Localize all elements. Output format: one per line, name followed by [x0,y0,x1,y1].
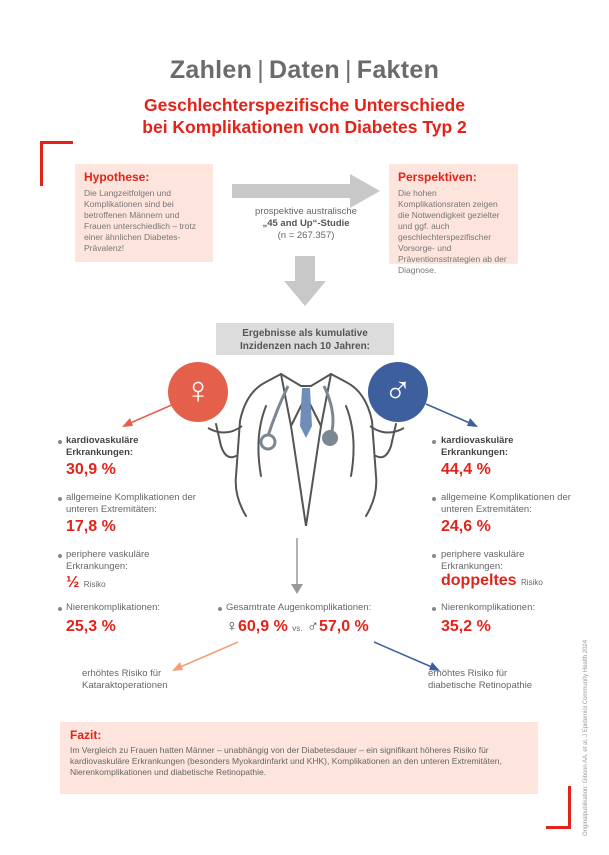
eye-male-symbol-icon: ♂ [306,618,319,635]
female-stat-extremities-label: allgemeine Komplikationen der unteren Ex… [66,492,196,515]
perspectives-title: Perspektiven: [398,170,477,184]
female-stat-extremities-value: 17,8 % [66,518,116,535]
arrow-down-icon [284,256,326,306]
male-stat-vascular-label: periphere vaskuläre Erkrankungen: [441,549,525,572]
female-symbol-circle: ♀ [168,362,228,422]
study-line-1: prospektive australische [255,206,357,217]
female-stat-cardio-value: 30,9 % [66,461,116,478]
results-header-line-2: Inzidenzen nach 10 Jahren: [239,341,371,352]
female-stat-cardio-label: kardiovaskuläre Erkrankungen: [66,435,139,458]
bullet [432,554,436,558]
eye-complications-label: Gesamtrate Augenkomplikationen: [226,602,372,613]
stethoscope-earpiece [259,433,277,451]
male-stat-vascular-value-row: doppeltes Risiko [441,572,543,590]
corner-bracket-bottom-right [546,786,571,829]
hypothesis-text: Die Langzeitfolgen und Komplikationen si… [84,188,196,253]
bullet [58,554,62,558]
study-name: „45 and Up“-Studie [262,218,350,229]
bullet [432,440,436,444]
perspectives-box: Perspektiven: Die hohen Komplikationsrat… [389,164,518,275]
male-stat-vascular-suffix: Risiko [521,578,543,587]
male-symbol-icon: ♂ [383,370,413,412]
female-stat-kidney-label: Nierenkomplikationen: [66,602,160,613]
corner-bracket-top-left [40,141,73,186]
arrow-right-icon [232,174,380,208]
study-sample-size: (n = 267.357) [277,230,335,241]
title-part-fakten: Fakten [356,56,440,84]
bullet [218,607,222,611]
female-stat-kidney-value: 25,3 % [66,618,116,635]
male-stat-vascular-value: doppeltes [441,572,517,589]
male-stat-extremities-value: 24,6 % [441,518,491,535]
female-stat-vascular-suffix: Risiko [83,580,106,589]
bullet [58,607,62,611]
bullet [58,497,62,501]
eye-vs: vs. [292,624,303,633]
bullet [58,440,62,444]
perspectives-text: Die hohen Komplikationsraten zeigen die … [398,188,507,275]
male-symbol-circle: ♂ [368,362,428,422]
page-title: Zahlen | Daten | Fakten [169,56,440,84]
male-stat-kidney-label: Nierenkomplikationen: [441,602,535,613]
female-outcome-arrow-icon [172,641,239,671]
study-description: prospektive australische „45 and Up“-Stu… [238,206,374,242]
hypothesis-box: Hypothese: Die Langzeitfolgen und Kompli… [75,164,213,262]
bullet [432,497,436,501]
female-pointer-arrow-icon [122,403,175,427]
fazit-title: Fazit: [70,728,102,742]
eye-female-value: 60,9 % [238,618,288,635]
tie [300,388,312,438]
male-outcome-arrow-icon [373,641,440,671]
bullet [432,607,436,611]
male-stat-extremities-label: allgemeine Komplikationen der unteren Ex… [441,492,571,515]
results-header-line-1: Ergebnisse als kumulative [242,328,368,339]
male-pointer-arrow-icon [425,403,478,427]
title-part-daten: Daten [269,56,340,84]
male-stat-kidney-value: 35,2 % [441,618,491,635]
hypothesis-title: Hypothese: [84,170,150,184]
doctor-illustration [207,373,405,526]
female-symbol-icon: ♀ [183,370,213,412]
female-stat-vascular-label: periphere vaskuläre Erkrankungen: [66,549,150,572]
title-part-zahlen: Zahlen [169,56,253,84]
female-outcome-text: erhöhtes Risiko für Kataraktoperationen [82,668,168,691]
subtitle-line-1: Geschlechterspezifische Unterschiede [144,95,465,115]
female-stat-vascular-value-row: ½ Risiko [66,574,106,592]
male-outcome-text: erhöhtes Risiko für diabetische Retinopa… [428,668,533,691]
eye-male-value: 57,0 % [318,618,369,635]
male-stat-cardio-value: 44,4 % [441,461,491,478]
fazit-box: Fazit: Im Vergleich zu Frauen hatten Män… [60,722,538,794]
eye-complications-values: ♀60,9 % vs. ♂57,0 % [226,618,369,636]
center-down-arrow-icon [291,538,303,594]
page-subtitle: Geschlechterspezifische Unterschiede bei… [40,94,569,138]
results-header-box: Ergebnisse als kumulative Inzidenzen nac… [216,323,394,355]
subtitle-line-2: bei Komplikationen von Diabetes Typ 2 [142,117,467,137]
female-stat-vascular-value: ½ [66,574,80,591]
eye-female-symbol-icon: ♀ [226,618,238,635]
fazit-text: Im Vergleich zu Frauen hatten Männer – u… [70,745,502,777]
source-credit: Originalpublikation: Gibson AA, et al. J… [583,639,589,836]
stethoscope-chestpiece [322,430,338,446]
male-stat-cardio-label: kardiovaskuläre Erkrankungen: [441,435,514,458]
